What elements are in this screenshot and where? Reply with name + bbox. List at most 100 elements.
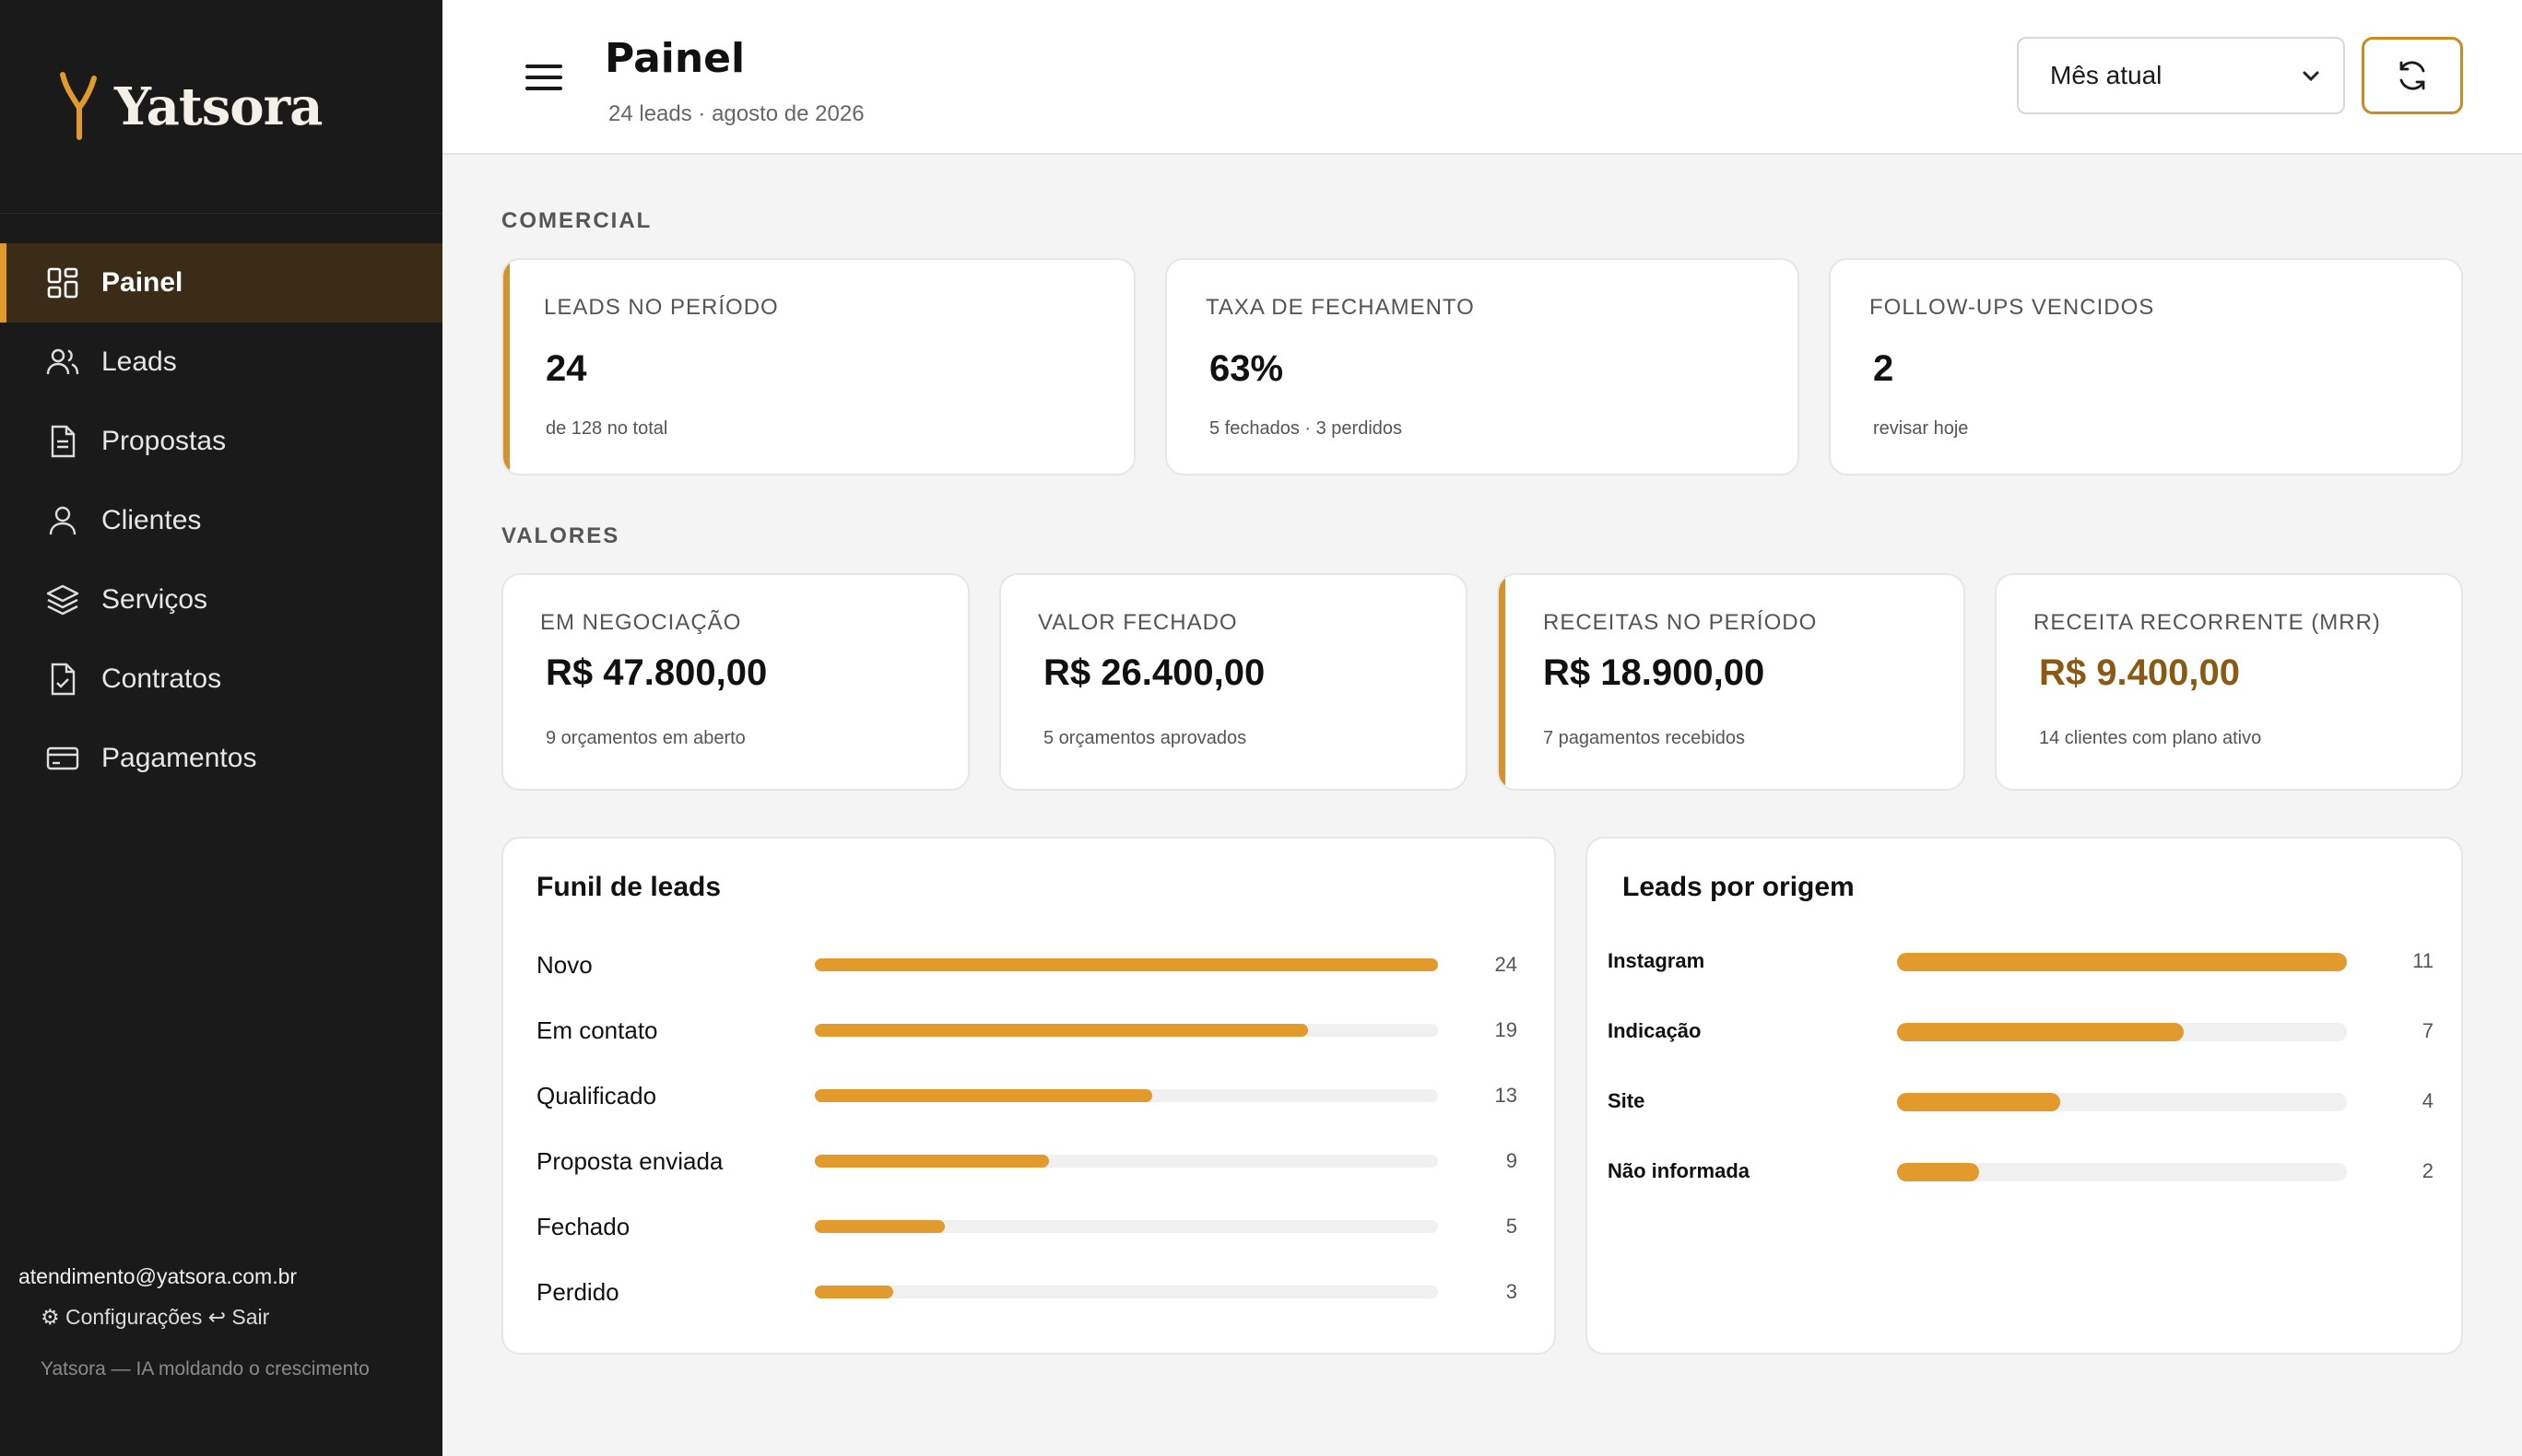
bar-row: Em contato 19 (503, 1013, 1554, 1050)
value-label: RECEITAS NO PERÍODO (1543, 610, 1818, 635)
bar-row: Site 4 (1587, 1086, 2461, 1122)
bar-row: Instagram 11 (1587, 945, 2461, 982)
brand-name: Yatsora (114, 76, 323, 137)
sidebar-item-label: Pagamentos (101, 743, 257, 773)
sidebar-nav: Painel Leads Propostas (0, 243, 442, 798)
value-card-closed[interactable]: VALOR FECHADO R$ 26.400,00 5 orçamentos … (999, 573, 1467, 791)
bar-fill (1897, 1023, 2184, 1041)
panel-title: Funil de leads (536, 872, 722, 902)
sidebar-item-label: Clientes (101, 505, 202, 535)
refresh-icon (2399, 61, 2425, 90)
sidebar-item-label: Leads (101, 346, 177, 377)
bar-track (815, 1220, 1438, 1233)
bar-fill (1897, 953, 2347, 971)
page-title: Painel (605, 35, 746, 82)
value-card-negotiation[interactable]: EM NEGOCIAÇÃO R$ 47.800,00 9 orçamentos … (501, 573, 970, 791)
kpi-value: 24 (546, 348, 587, 389)
bar-row: Indicação 7 (1587, 1016, 2461, 1052)
value-amount: R$ 9.400,00 (2039, 652, 2240, 693)
value-label: EM NEGOCIAÇÃO (540, 610, 742, 635)
brand[interactable]: Yatsora (0, 0, 442, 214)
bar-track (815, 1089, 1438, 1102)
kpi-value: 2 (1873, 348, 1894, 389)
bar-count: 9 (1505, 1149, 1517, 1172)
sidebar-item-painel[interactable]: Painel (0, 243, 442, 323)
kpi-card-leads[interactable]: LEADS NO PERÍODO 24 de 128 no total (501, 258, 1136, 476)
kpi-card-closing-rate[interactable]: TAXA DE FECHAMENTO 63% 5 fechados · 3 pe… (1165, 258, 1799, 476)
dashboard-icon (44, 264, 81, 301)
bar-track (1897, 1093, 2347, 1111)
sidebar-item-contratos[interactable]: Contratos (0, 640, 442, 719)
sidebar-footer-links: ⚙ Configurações ↩ Sair (41, 1305, 269, 1330)
bar-row: Qualificado 13 (503, 1078, 1554, 1115)
user-icon (44, 502, 81, 539)
sidebar-item-pagamentos[interactable]: Pagamentos (0, 719, 442, 798)
sidebar-item-leads[interactable]: Leads (0, 323, 442, 402)
sidebar-item-servicos[interactable]: Serviços (0, 560, 442, 640)
funnel-panel: Funil de leads Novo 24 Em contato 19 Qualifi… (501, 837, 1556, 1355)
value-label: RECEITA RECORRENTE (MRR) (2033, 610, 2381, 635)
user-email: atendimento@yatsora.com.br (18, 1264, 298, 1288)
bar-label: Qualificado (536, 1082, 657, 1110)
bar-row: Perdido 3 (503, 1274, 1554, 1311)
bar-fill (815, 1089, 1153, 1102)
sidebar-item-label: Contratos (101, 663, 222, 694)
bar-row: Não informada 2 (1587, 1156, 2461, 1192)
bar-count: 4 (2422, 1089, 2434, 1112)
bar-count: 2 (2422, 1159, 2434, 1182)
menu-toggle-button[interactable] (522, 55, 566, 100)
bar-fill (1897, 1093, 2061, 1111)
bar-fill (815, 1286, 893, 1298)
bar-label: Perdido (536, 1278, 619, 1306)
value-amount: R$ 26.400,00 (1043, 652, 1266, 693)
kpi-card-followups[interactable]: FOLLOW-UPS VENCIDOS 2 revisar hoje (1829, 258, 2463, 476)
bar-count: 7 (2422, 1019, 2434, 1042)
sidebar-item-propostas[interactable]: Propostas (0, 402, 442, 481)
sidebar-item-clientes[interactable]: Clientes (0, 481, 442, 560)
bar-label: Site (1608, 1089, 1645, 1112)
bar-track (1897, 1023, 2347, 1041)
bar-track (815, 1155, 1438, 1168)
layers-icon (44, 581, 81, 618)
bar-count: 13 (1494, 1084, 1517, 1107)
origin-panel: Leads por origem Instagram 11 Indicação 7 Si… (1585, 837, 2463, 1355)
section-label-comercial: COMERCIAL (501, 208, 653, 233)
sidebar: Yatsora Painel Leads (0, 0, 442, 1456)
bar-label: Novo (536, 951, 593, 979)
bar-count: 24 (1494, 953, 1517, 976)
logout-link[interactable]: ↩ Sair (207, 1305, 270, 1329)
document-icon (44, 423, 81, 460)
bar-label: Indicação (1608, 1019, 1702, 1042)
kpi-note: de 128 no total (546, 418, 668, 439)
settings-link[interactable]: ⚙ Configurações (41, 1305, 203, 1329)
bar-track (815, 958, 1438, 971)
bar-fill (815, 958, 1438, 971)
bar-fill (815, 1024, 1309, 1037)
bar-row: Fechado 5 (503, 1209, 1554, 1246)
value-card-mrr[interactable]: RECEITA RECORRENTE (MRR) R$ 9.400,00 14 … (1995, 573, 2463, 791)
page-subtitle: 24 leads · agosto de 2026 (608, 101, 865, 126)
bar-count: 3 (1505, 1280, 1517, 1303)
sidebar-item-label: Propostas (101, 426, 227, 456)
credit-card-icon (44, 740, 81, 777)
tagline: Yatsora — IA moldando o crescimento (41, 1358, 370, 1380)
bar-track (815, 1024, 1438, 1037)
period-select-value: Mês atual (2050, 61, 2163, 89)
section-label-valores: VALORES (501, 523, 620, 548)
kpi-value: 63% (1209, 348, 1284, 389)
period-select[interactable]: Mês atual (2017, 37, 2345, 114)
bar-label: Não informada (1608, 1159, 1750, 1182)
bar-fill (1897, 1163, 1979, 1181)
value-card-revenue[interactable]: RECEITAS NO PERÍODO R$ 18.900,00 7 pagam… (1497, 573, 1965, 791)
bar-label: Em contato (536, 1016, 658, 1044)
kpi-label: TAXA DE FECHAMENTO (1206, 295, 1475, 320)
bar-count: 19 (1494, 1018, 1517, 1041)
kpi-label: FOLLOW-UPS VENCIDOS (1869, 295, 2155, 320)
bar-track (1897, 953, 2347, 971)
sidebar-item-label: Painel (101, 267, 183, 298)
kpi-note: 5 fechados · 3 perdidos (1209, 418, 1403, 439)
top-header: Painel 24 leads · agosto de 2026 Mês atu… (442, 0, 2522, 155)
value-note: 9 orçamentos em aberto (546, 728, 746, 748)
refresh-button[interactable] (2362, 37, 2463, 114)
bar-label: Proposta enviada (536, 1147, 724, 1175)
